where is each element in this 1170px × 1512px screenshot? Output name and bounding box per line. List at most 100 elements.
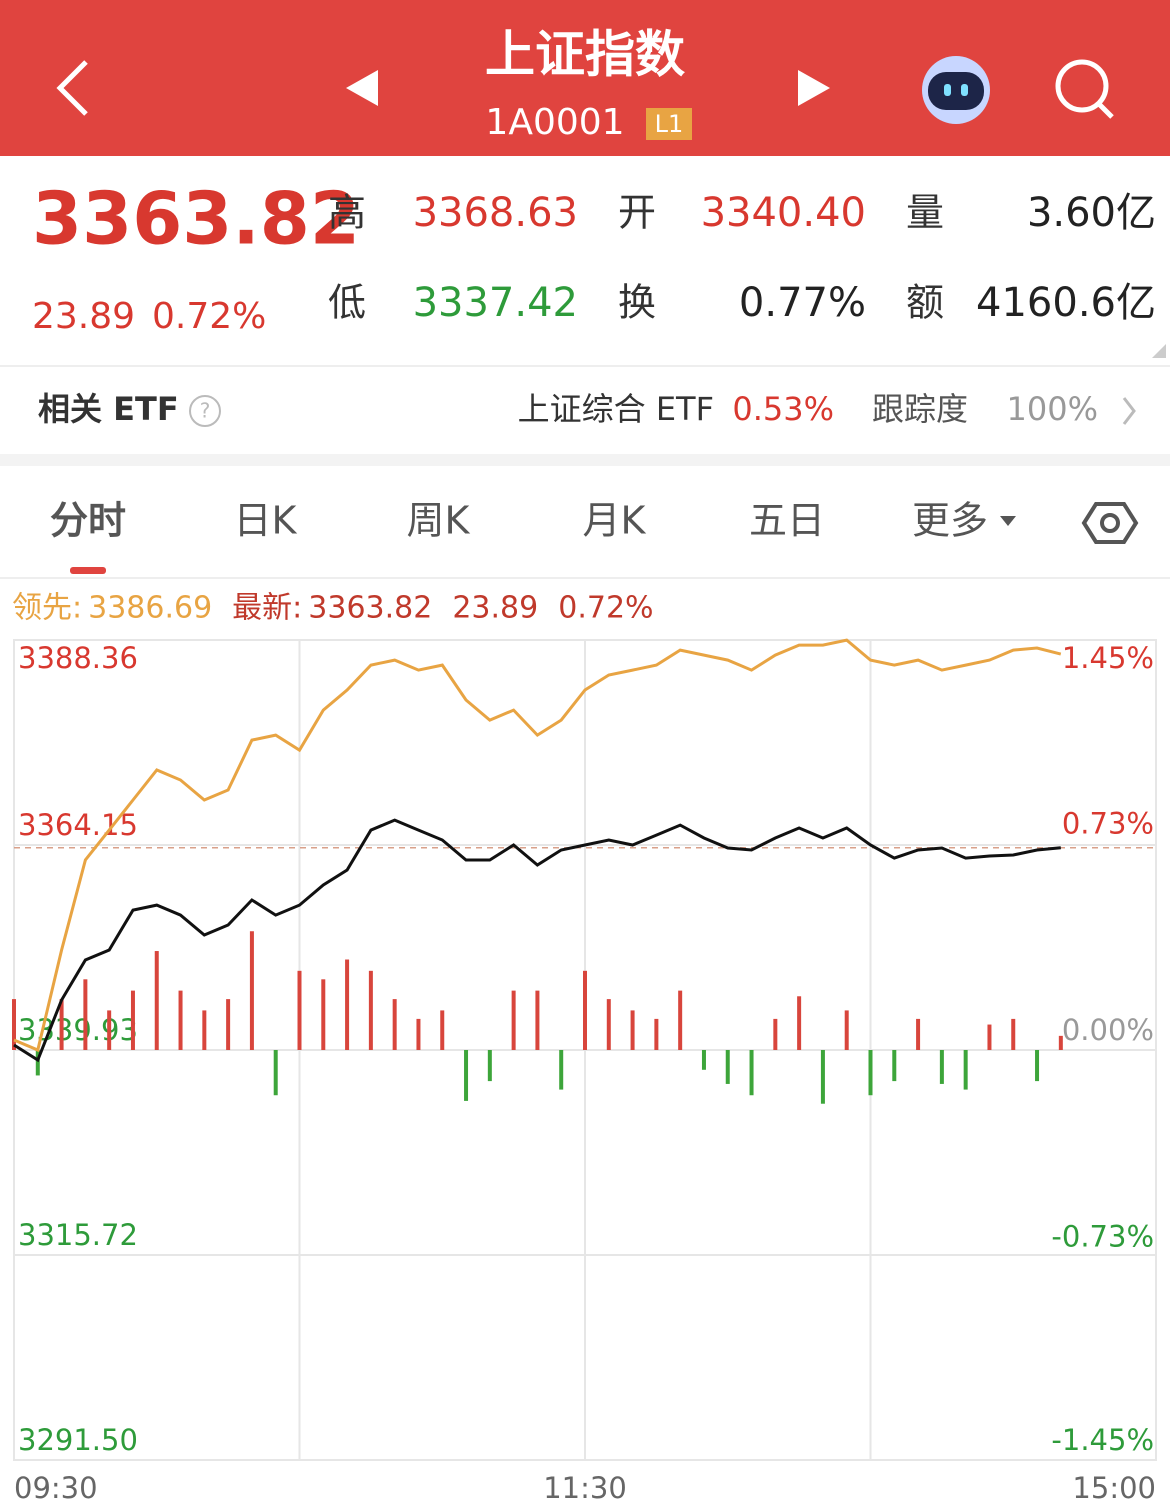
flow-bar	[654, 1018, 659, 1050]
help-icon[interactable]	[189, 395, 221, 427]
stat-value: 3340.40	[701, 190, 866, 236]
y-tick-label: 3364.15	[18, 808, 138, 842]
y2-tick-label: 1.45%	[1062, 641, 1154, 675]
flow-bar	[630, 1010, 635, 1050]
flow-bar	[797, 996, 802, 1050]
y-tick-label: 3315.72	[18, 1218, 138, 1252]
price-line	[13, 818, 1061, 1063]
flow-bar	[820, 1050, 825, 1104]
stat-label: 换	[618, 281, 656, 325]
change-pct: 0.72%	[152, 296, 266, 337]
next-button[interactable]	[798, 70, 830, 106]
badge: L1	[655, 110, 684, 138]
tab[interactable]: 周K	[407, 499, 471, 543]
flow-bar	[1011, 1018, 1016, 1050]
flow-bar	[273, 1050, 278, 1096]
stat-value: 0.77%	[739, 280, 866, 326]
flow-bar	[321, 979, 326, 1050]
tab-indicator	[70, 567, 106, 574]
flow-bar	[416, 1018, 421, 1050]
tab[interactable]: 分时	[50, 499, 126, 543]
stat-value: 3337.42	[413, 280, 578, 326]
stat-value: 4160.6亿	[976, 280, 1156, 326]
back-button[interactable]	[56, 60, 88, 116]
legend-text: 3386.69	[88, 591, 212, 626]
y-tick-label: 3291.50	[18, 1423, 138, 1457]
stat-label: 开	[618, 191, 656, 235]
flow-bar	[844, 1010, 849, 1050]
title: 上证指数	[485, 26, 685, 84]
flow-bar	[464, 1050, 469, 1101]
flow-bar	[773, 1018, 778, 1050]
flow-bar	[868, 1050, 873, 1096]
price-line	[13, 638, 1062, 1053]
badge-bg	[646, 108, 692, 140]
flow-bar	[701, 1050, 706, 1070]
flow-bar	[678, 990, 683, 1050]
flow-bar	[725, 1050, 730, 1084]
flow-bar	[130, 990, 135, 1050]
flow-bar	[440, 1010, 445, 1050]
y2-tick-label: 0.73%	[1062, 807, 1154, 841]
flow-bar	[297, 970, 302, 1050]
tab[interactable]: 五日	[749, 499, 825, 543]
more-caret[interactable]	[1000, 516, 1016, 526]
flow-bar	[939, 1050, 944, 1084]
search-button[interactable]	[1055, 59, 1114, 119]
flow-bar	[59, 999, 64, 1050]
legend-text: 0.72%	[558, 591, 653, 626]
tab[interactable]: 日K	[234, 499, 298, 543]
flow-bar	[535, 990, 540, 1050]
flow-bar	[583, 970, 587, 1050]
etf-name[interactable]: 上证综合 ETF	[518, 390, 714, 428]
etf-change: 0.53%	[732, 390, 834, 428]
flow-bar	[178, 990, 183, 1050]
x-tick-label: 15:00	[1072, 1471, 1156, 1505]
stat-label: 量	[906, 191, 944, 235]
assistant-icon[interactable]	[922, 56, 990, 124]
flow-bar	[249, 931, 254, 1050]
y-tick-label: 3388.36	[18, 641, 138, 675]
y2-tick-label: -0.73%	[1051, 1219, 1154, 1253]
tab[interactable]: 更多	[912, 499, 988, 543]
tab[interactable]: 月K	[583, 499, 647, 543]
tracking-value: 100%	[1007, 390, 1098, 428]
legend-text: 最新:	[232, 591, 302, 626]
section-gap	[0, 454, 1170, 466]
flow-bar	[487, 1050, 492, 1082]
flow-bar	[202, 1010, 207, 1050]
prev-button[interactable]	[346, 70, 378, 106]
flow-bar	[606, 999, 611, 1050]
stat-label: 低	[328, 281, 366, 325]
flow-bar	[963, 1050, 968, 1090]
y2-tick-label: -1.45%	[1051, 1423, 1154, 1457]
flow-bar	[987, 1024, 992, 1050]
flow-bar	[559, 1050, 564, 1090]
flow-bar	[1058, 1035, 1063, 1050]
flow-bar	[345, 959, 350, 1050]
stat-label: 额	[906, 281, 944, 325]
tracking-label: 跟踪度	[872, 390, 968, 428]
flow-bar	[368, 970, 373, 1050]
corner-mark	[1152, 344, 1166, 358]
flow-bar	[916, 1018, 921, 1050]
stat-value: 3.60亿	[1027, 190, 1156, 236]
flow-bar	[392, 999, 397, 1050]
flow-bar	[107, 1010, 112, 1050]
code: 1A0001	[485, 102, 624, 143]
price: 3363.82	[32, 177, 360, 261]
flow-bar	[511, 990, 516, 1050]
legend-text: 领先:	[12, 591, 82, 626]
etf-arrow[interactable]	[1122, 397, 1136, 425]
settings-button[interactable]	[1081, 502, 1139, 544]
flow-bar	[35, 1050, 40, 1076]
flow-bar	[892, 1050, 897, 1082]
flow-bar	[226, 999, 231, 1050]
flow-bar	[12, 999, 16, 1050]
change: 23.89	[32, 296, 135, 337]
flow-bar	[154, 951, 159, 1050]
flow-bar	[83, 979, 88, 1050]
flow-bar	[749, 1050, 754, 1096]
legend-text: 23.89	[452, 591, 538, 626]
